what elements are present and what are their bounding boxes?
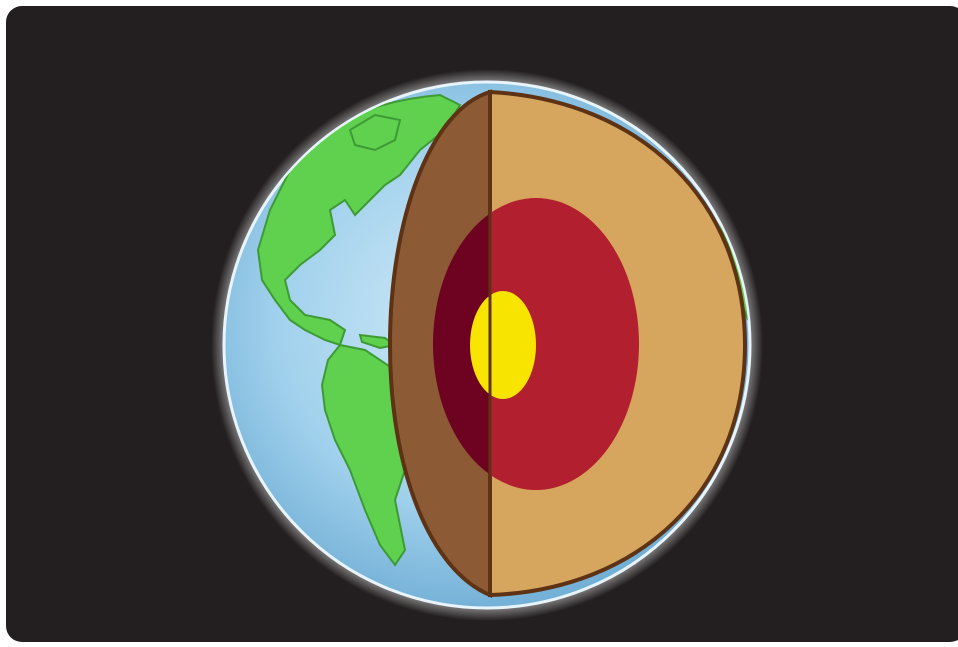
mantle-left	[433, 213, 490, 475]
mantle-right	[490, 198, 639, 490]
inner-core	[470, 291, 536, 399]
arctic-island	[348, 113, 402, 152]
caribbean-island	[358, 333, 398, 350]
